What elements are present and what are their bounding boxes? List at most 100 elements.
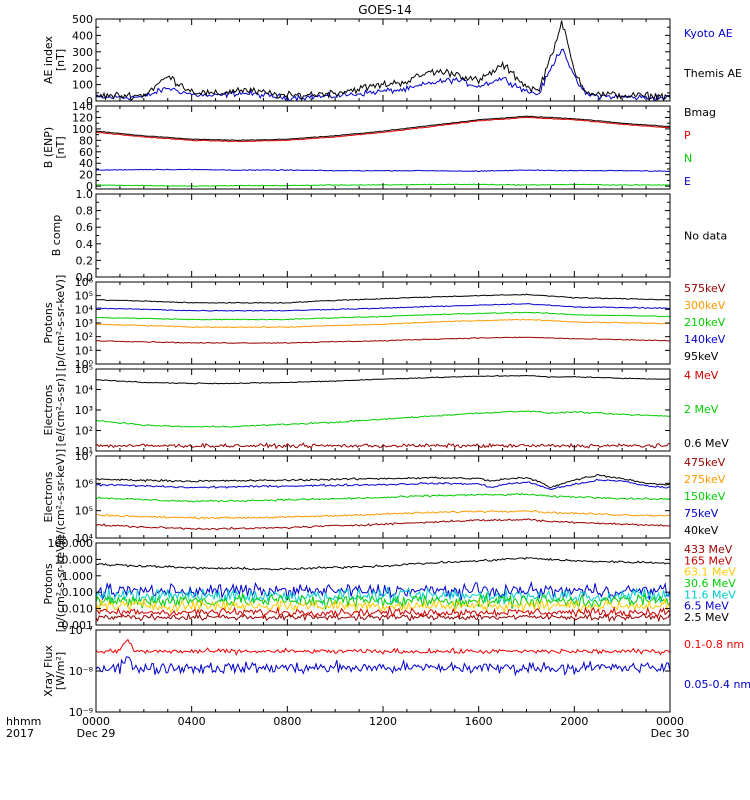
y-axis-label: Protons [42,563,55,604]
start-date-label: Dec 29 [77,727,116,740]
y-tick-label: 10⁴ [75,384,94,397]
series-line-40kev [96,473,670,489]
series-line-e [96,168,670,173]
y-tick-label: 10⁶ [75,276,94,289]
series-group [96,638,670,677]
time-tick-label: 1200 [369,715,397,728]
y-tick-label: 0 [86,180,93,193]
legend-label-n: N [684,152,692,165]
series-group [96,473,670,531]
series-line-6-5-mev [96,611,670,623]
y-tick-label: 10⁰ [75,358,94,371]
y-tick-label: 10³ [75,404,93,417]
y-tick-label: 1.000 [62,570,94,583]
y-tick-label: 0.2 [76,254,94,267]
series-line-2-mev [96,410,670,428]
y-tick-label: 100 [72,123,93,136]
y-tick-label: 10⁵ [75,505,93,518]
y-tick-label: 80 [79,134,93,147]
series-line-kyoto-ae [96,48,670,101]
y-tick-label: 10³ [75,317,93,330]
series-line-0-1-0-8-nm [96,638,670,657]
panel-frame [95,629,671,713]
legend-label-30-6-mev: 30.6 MeV [684,577,736,590]
y-axis-label: [e/(cm²-s-sr)] [54,374,67,447]
series-group [96,20,670,101]
plot-title: GOES-14 [358,3,412,17]
legend-label-0-1-0-8-nm: 0.1-0.8 nm [684,638,744,651]
y-axis-label: Electrons [42,471,55,522]
y-tick-label: 10¹ [75,344,93,357]
panel-frame [95,193,671,278]
y-tick-label: 60 [79,146,93,159]
series-line-63-1-mev [96,592,670,611]
legend-label-300kev: 300keV [684,299,726,312]
legend-label-4-mev: 4 MeV [684,369,719,382]
y-tick-label: 300 [72,46,93,59]
y-tick-label: 0.100 [62,586,94,599]
series-line-95kev [96,293,670,304]
time-tick-label: 1600 [465,715,493,728]
y-tick-label: 40 [79,157,93,170]
legend-label-no-data: No data [684,230,727,243]
legend-label-575kev: 575keV [684,282,726,295]
y-tick-label: 100 [72,79,93,92]
series-line-p [96,116,670,143]
y-axis-label: [p/(cm²-s-sr-keV)] [54,536,67,633]
y-axis-label: [e/(cm²-s-sr-keV)] [54,449,67,545]
y-tick-label: 10⁻⁸ [69,665,94,678]
series-group [96,115,670,188]
series-group [96,557,670,623]
y-tick-label: 400 [72,29,93,42]
series-line-150kev [96,492,670,503]
series-line-bmag [96,115,670,142]
panel-frame [95,105,671,190]
time-tick-label: 0000 [656,715,684,728]
y-tick-label: 1.0 [76,188,94,201]
legend-label-kyoto-ae: Kyoto AE [684,27,733,40]
series-group [96,293,670,344]
time-axis: hhmm 2017 0000 0400 0800 1200 1600 2000 0000 D… [6,715,689,740]
panel-electrons_low: 10⁴ 10⁵ 10⁶ 10⁷ Electrons [e/(cm²-s-sr-keV)] 4… [42,449,726,545]
y-axis-label: [W/m²] [54,652,67,690]
legend-label-themis-ae: Themis AE [683,67,742,80]
y-tick-label: 500 [72,13,93,26]
legend-label-40kev: 40keV [684,524,719,537]
y-tick-label: 100.000 [48,537,94,550]
series-line-433-mev [96,605,670,619]
y-tick-label: 10⁵ [75,290,93,303]
series-line-210kev [96,311,670,321]
legend-label-140kev: 140keV [684,333,726,346]
series-line-140kev [96,303,670,312]
legend-label-bmag: Bmag [684,106,716,119]
y-tick-label: 10¹ [75,445,93,458]
legend-label-433-mev: 433 MeV [684,543,733,556]
legend-label-75kev: 75keV [684,507,719,520]
legend-label-e: E [684,175,691,188]
time-tick-label: 2000 [560,715,588,728]
legend-label-95kev: 95keV [684,350,719,363]
legend-label-165-mev: 165 MeV [684,554,733,567]
y-tick-label: 10⁵ [75,363,93,376]
y-axis-label: Electrons [42,384,55,435]
series-line-2-5-mev [96,557,670,571]
legend-label-150kev: 150keV [684,490,726,503]
legend-label-6-5-mev: 6.5 MeV [684,600,729,613]
panel-protons_high: 0.001 0.010 0.100 1.000 10.000 100.000 Protons… [42,536,736,633]
time-tick-label: 0800 [273,715,301,728]
y-tick-label: 0.6 [76,221,94,234]
legend-label-11-6-mev: 11.6 MeV [684,588,736,601]
y-tick-label: 200 [72,62,93,75]
time-tick-label: 0000 [82,715,110,728]
panel-frame [95,281,671,365]
y-tick-label: 10⁴ [75,303,94,316]
series-line-75kev [96,478,670,491]
y-tick-label: 10² [75,425,93,438]
time-tick-label: 0400 [178,715,206,728]
y-tick-label: 120 [72,111,93,124]
series-line-575kev [96,336,670,344]
y-tick-label: 0 [86,95,93,108]
